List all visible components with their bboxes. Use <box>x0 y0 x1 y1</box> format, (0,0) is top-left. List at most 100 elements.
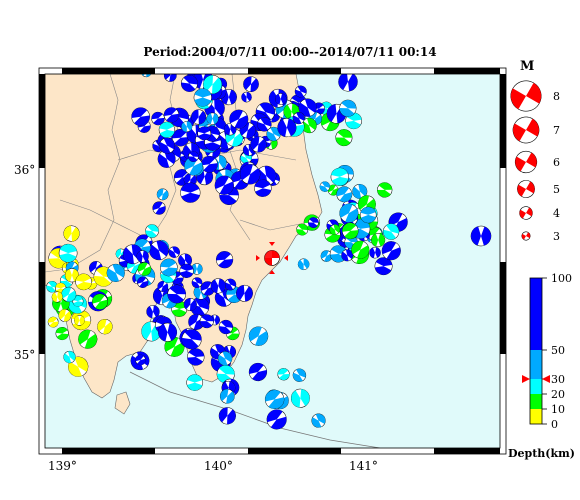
event-marker <box>381 241 401 261</box>
frame-ticks <box>39 68 506 454</box>
depth-marker <box>522 375 550 383</box>
event-marker <box>335 129 353 147</box>
event-marker <box>97 318 113 335</box>
event-marker <box>339 203 359 223</box>
event-marker <box>92 293 108 310</box>
event-marker <box>197 126 212 141</box>
event-marker <box>338 74 358 92</box>
event-marker <box>178 253 192 268</box>
event-marker <box>163 107 180 123</box>
event-marker <box>78 329 98 349</box>
event-marker <box>58 309 72 322</box>
magnitude-legend-symbol <box>510 80 542 112</box>
event-marker <box>137 262 152 276</box>
event-marker <box>160 258 178 277</box>
event-marker <box>157 280 169 292</box>
event-marker <box>254 179 272 197</box>
depth-band <box>530 278 542 350</box>
event-marker <box>200 155 218 173</box>
depth-band <box>530 409 542 424</box>
event-marker <box>218 407 236 425</box>
event-marker <box>193 88 212 107</box>
event-marker <box>183 173 197 187</box>
depth-tick-label: 30 <box>551 373 565 386</box>
event-marker <box>151 111 165 126</box>
map-title: Period:2004/07/11 00:00--2014/07/11 00:1… <box>143 45 437 59</box>
event-marker <box>219 388 235 404</box>
event-marker <box>157 149 176 168</box>
event-marker <box>64 268 79 283</box>
magnitude-legend: M 8 7 6 5 4 3 <box>510 59 560 243</box>
event-marker <box>342 222 359 240</box>
depth-tick-label: 50 <box>551 344 565 357</box>
event-marker <box>329 224 341 235</box>
depth-scale-title: Depth(km) <box>508 447 575 460</box>
event-marker <box>336 186 353 203</box>
event-marker <box>179 263 194 278</box>
event-marker <box>149 240 169 261</box>
event-marker <box>351 240 370 259</box>
event-marker <box>339 99 357 117</box>
event-marker <box>199 314 214 329</box>
event-marker <box>135 354 146 366</box>
event-marker <box>188 151 199 162</box>
magnitude-legend-label: 5 <box>553 183 560 196</box>
event-marker <box>168 246 180 258</box>
event-marker <box>58 243 78 263</box>
depth-tick-label: 100 <box>551 272 572 285</box>
event-marker <box>152 201 166 215</box>
event-marker <box>283 103 300 120</box>
magnitude-legend-label: 4 <box>553 207 560 220</box>
depth-band <box>530 350 542 379</box>
event-marker <box>327 184 339 196</box>
event-marker <box>274 93 287 105</box>
magnitude-legend-label: 6 <box>553 156 560 169</box>
event-marker <box>290 388 310 408</box>
event-marker <box>191 277 203 289</box>
event-marker <box>74 315 85 326</box>
event-marker <box>167 284 187 304</box>
event-marker <box>319 181 331 192</box>
event-marker <box>206 112 219 125</box>
event-marker <box>163 74 177 82</box>
event-marker <box>377 182 393 198</box>
lat-label-35: 35° <box>14 348 35 362</box>
event-marker <box>131 107 150 127</box>
event-marker <box>382 223 400 240</box>
event-marker <box>106 263 125 282</box>
event-marker <box>248 326 269 346</box>
event-marker <box>292 368 307 382</box>
event-marker <box>308 217 319 228</box>
event-marker <box>330 167 349 186</box>
magnitude-legend-symbol <box>514 150 538 174</box>
event-marker <box>266 409 287 430</box>
event-marker <box>55 326 69 341</box>
event-marker <box>277 368 290 381</box>
event-marker <box>188 313 205 330</box>
event-marker <box>51 291 63 303</box>
magnitude-legend-label: 7 <box>553 124 560 137</box>
event-marker <box>294 85 307 98</box>
event-marker <box>46 280 58 293</box>
event-marker <box>241 91 252 103</box>
event-marker <box>181 329 202 350</box>
event-marker <box>136 250 149 263</box>
event-marker <box>63 225 80 242</box>
magnitude-legend-title: M <box>520 59 534 74</box>
depth-band <box>530 379 542 394</box>
event-marker <box>224 278 237 291</box>
event-marker <box>352 183 368 199</box>
event-marker <box>264 389 285 410</box>
event-marker <box>341 249 354 262</box>
event-marker <box>158 322 178 342</box>
lon-label-139: 139° <box>48 459 77 473</box>
event-marker <box>215 251 234 269</box>
highlighted-event[interactable] <box>256 242 288 274</box>
event-marker <box>229 109 249 129</box>
event-marker <box>470 225 492 247</box>
event-marker <box>75 273 92 291</box>
event-marker <box>210 278 226 294</box>
event-marker <box>156 188 169 201</box>
event-marker <box>220 89 237 106</box>
